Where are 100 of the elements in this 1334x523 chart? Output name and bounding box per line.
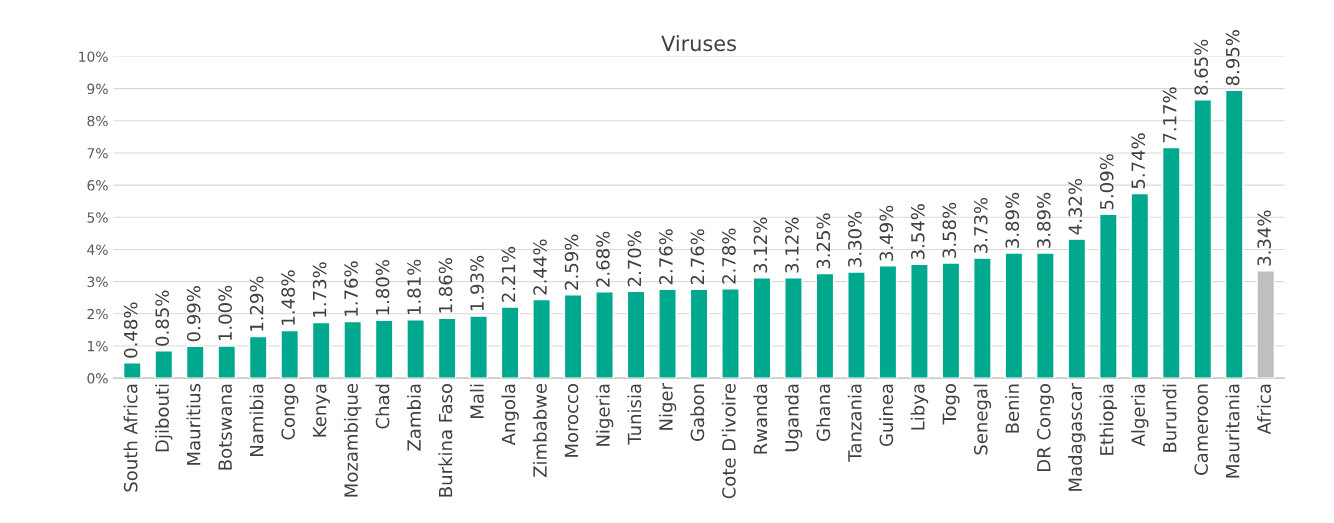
data-label: 1.81%	[407, 259, 421, 315]
bar	[1067, 238, 1087, 379]
data-label: 3.49%	[879, 205, 894, 261]
bar	[469, 315, 488, 379]
bar	[1161, 146, 1181, 379]
data-label: 1.76%	[344, 261, 358, 316]
x-tick-label: Mali	[469, 384, 484, 418]
x-tick-label: Burkina Faso	[438, 383, 453, 497]
data-label: 3.89%	[1036, 192, 1051, 248]
y-tick-label: 3%	[87, 276, 108, 288]
bar	[343, 320, 363, 379]
y-tick-label: 10%	[79, 51, 108, 62]
y-tick-label: 8%	[87, 115, 108, 127]
x-tick-label: Senegal	[973, 384, 992, 455]
x-tick-label: Chad	[375, 384, 390, 429]
bar	[752, 277, 772, 379]
data-label: 1.86%	[438, 258, 453, 313]
data-label: 8.95%	[1225, 30, 1240, 86]
x-tick-label: Madagascar	[1068, 382, 1086, 491]
x-tick-label: Tanzania	[847, 384, 862, 462]
x-tick-label: Ethiopia	[1099, 384, 1118, 455]
bar	[1036, 252, 1055, 379]
x-tick-label: Zimbabwe	[532, 383, 547, 478]
x-tick-label: Mozambique	[343, 383, 362, 497]
bar	[784, 277, 803, 379]
bar	[847, 271, 866, 379]
data-label: 3.58%	[942, 202, 957, 258]
x-tick-label: Libya	[910, 384, 929, 430]
data-label: 7.17%	[1162, 87, 1177, 143]
x-tick-label: Africa	[1257, 384, 1271, 435]
data-label: 2.59%	[564, 234, 579, 290]
x-tick-label: Cote D'ivoire	[721, 383, 736, 499]
data-label: 1.93%	[470, 255, 484, 311]
data-label: 5.09%	[1099, 154, 1114, 210]
data-label: 2.78%	[722, 228, 736, 284]
x-tick-label: Togo	[942, 383, 960, 425]
chart-title: Viruses	[661, 35, 736, 52]
bar	[1004, 252, 1024, 379]
bar	[941, 262, 961, 379]
bar	[1130, 192, 1150, 379]
data-label: 0.48%	[123, 302, 138, 358]
bar	[878, 265, 898, 379]
bar	[122, 361, 142, 379]
x-tick-label: Rwanda	[753, 384, 768, 454]
y-tick-label: 4%	[87, 244, 108, 255]
x-tick-label: Mauritania	[1225, 384, 1240, 478]
data-label: 1.29%	[249, 276, 264, 331]
x-tick-label: Botswana	[218, 384, 232, 470]
bar	[248, 335, 268, 379]
x-tick-label: Namibia	[249, 384, 264, 456]
data-label: 2.76%	[690, 229, 705, 285]
x-tick-label: Kenya	[313, 384, 330, 437]
data-label: 3.30%	[848, 211, 862, 267]
bar	[532, 298, 551, 379]
bar	[626, 290, 646, 379]
y-tick-label: 7%	[87, 147, 108, 159]
bar	[1193, 99, 1213, 379]
bar	[1098, 213, 1118, 379]
x-tick-label: Angola	[501, 384, 519, 446]
data-label: 0.85%	[155, 290, 170, 346]
data-label: 5.74%	[1131, 133, 1146, 189]
x-tick-label: Benin	[1005, 384, 1020, 433]
data-label: 8.65%	[1194, 39, 1209, 95]
bar	[280, 329, 300, 379]
x-tick-label: Congo	[281, 383, 299, 440]
x-tick-label: Guinea	[879, 384, 894, 447]
y-tick-label: 2%	[87, 308, 108, 320]
data-label: 2.76%	[659, 229, 673, 285]
x-tick-label: Morocco	[564, 383, 579, 457]
bar	[658, 288, 677, 379]
data-label: 3.73%	[973, 197, 988, 253]
bar	[311, 321, 331, 379]
bar	[1224, 89, 1244, 379]
x-tick-label: Cameroon	[1194, 384, 1209, 475]
x-tick-label: Gabon	[690, 384, 705, 441]
data-label: 3.25%	[816, 213, 831, 269]
x-tick-label: South Africa	[123, 384, 138, 492]
bar	[406, 319, 426, 379]
x-tick-label: Niger	[658, 382, 677, 430]
x-tick-label: Algeria	[1131, 384, 1149, 447]
data-label: 1.48%	[281, 270, 295, 325]
data-label: 2.70%	[627, 231, 642, 287]
data-label: 0.99%	[186, 286, 201, 342]
bar	[910, 263, 929, 379]
data-label: 2.21%	[501, 246, 516, 302]
x-tick-label: Mauritius	[186, 383, 201, 465]
x-tick-label: Ghana	[816, 384, 831, 441]
data-label: 3.34%	[1257, 210, 1271, 266]
bar	[154, 350, 174, 379]
y-tick-label: 6%	[87, 180, 108, 191]
bar	[437, 317, 457, 379]
y-tick-label: 5%	[87, 212, 108, 223]
bar	[500, 306, 520, 379]
bar	[595, 291, 614, 379]
x-tick-label: Djibouti	[155, 384, 173, 452]
x-tick-label: Uganda	[784, 384, 803, 452]
bar	[815, 272, 835, 379]
x-tick-label: Tunisia	[627, 384, 642, 445]
bar	[185, 345, 205, 379]
bar	[374, 319, 394, 379]
